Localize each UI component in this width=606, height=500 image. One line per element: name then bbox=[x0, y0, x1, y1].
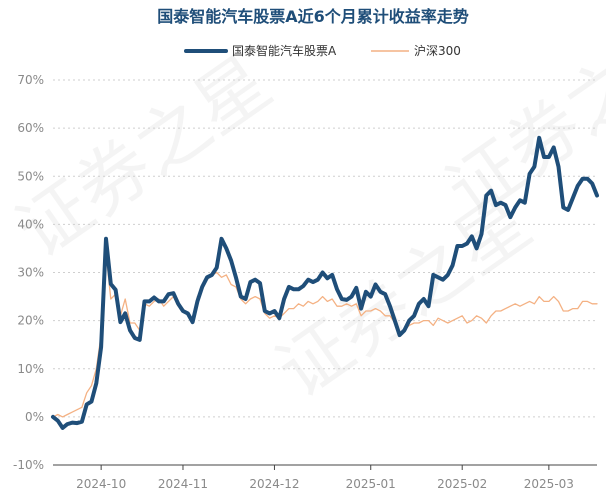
x-tick-label: 2024-12 bbox=[249, 477, 299, 491]
legend: 国泰智能汽车股票A 沪深300 bbox=[184, 43, 461, 58]
x-axis-ticks: 2024-10 2024-11 2024-12 2025-01 2025-02 2025-… bbox=[53, 464, 597, 491]
y-tick-label: 50% bbox=[17, 169, 44, 183]
x-tick-label: 2025-01 bbox=[346, 477, 396, 491]
series-lines bbox=[51, 135, 599, 430]
x-tick-label: 2024-10 bbox=[76, 477, 126, 491]
y-axis-ticks: -10% 0% 10% 20% 30% 40% 50% 60% 70% bbox=[13, 73, 44, 472]
y-tick-label: 60% bbox=[17, 121, 44, 135]
y-tick-label: -10% bbox=[13, 458, 44, 472]
x-tick-label: 2024-11 bbox=[158, 477, 208, 491]
x-tick-label: 2025-02 bbox=[437, 477, 487, 491]
legend-label-fund: 国泰智能汽车股票A bbox=[232, 43, 337, 58]
y-tick-label: 30% bbox=[17, 266, 44, 280]
chart-title: 国泰智能汽车股票A近6个月累计收益率走势 bbox=[157, 7, 469, 26]
watermark-text: 证券之星 bbox=[2, 40, 286, 274]
y-tick-label: 0% bbox=[25, 410, 44, 424]
y-tick-label: 70% bbox=[17, 73, 44, 87]
y-tick-label: 40% bbox=[17, 217, 44, 231]
y-tick-label: 10% bbox=[17, 362, 44, 376]
y-tick-label: 20% bbox=[17, 314, 44, 328]
x-tick-label: 2025-03 bbox=[524, 477, 574, 491]
legend-label-index: 沪深300 bbox=[414, 44, 461, 58]
series-line-fund bbox=[51, 135, 599, 430]
